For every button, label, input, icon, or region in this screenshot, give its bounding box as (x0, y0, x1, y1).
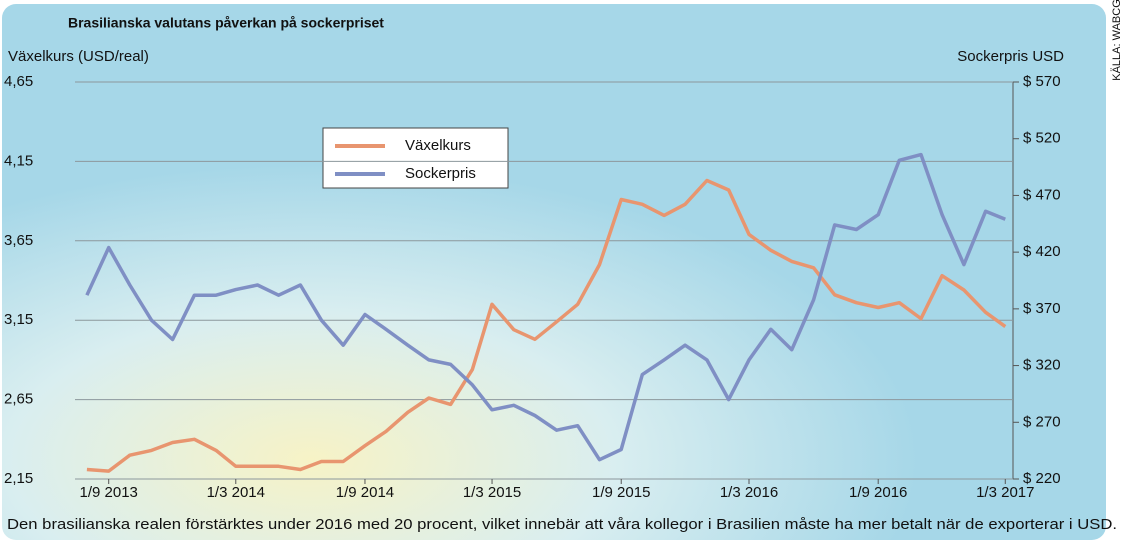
x-tick-label: 1/9 2016 (849, 484, 907, 501)
y2-tick-label: $ 520 (1023, 130, 1061, 147)
legend-label: Sockerpris (405, 165, 476, 182)
y-tick-label: 4,65 (4, 73, 33, 90)
panel (2, 4, 1106, 540)
y-tick-label: 3,65 (4, 232, 33, 249)
chart-title: Brasilianska valutans påverkan på socker… (68, 15, 384, 31)
y-tick-label: 2,65 (4, 391, 33, 408)
caption: Den brasilianska realen förstärktes unde… (7, 516, 1117, 533)
x-tick-label: 1/3 2016 (720, 484, 778, 501)
y-tick-label: 4,15 (4, 152, 33, 169)
y2-tick-label: $ 270 (1023, 413, 1061, 430)
x-tick-label: 1/9 2015 (592, 484, 650, 501)
y2-tick-label: $ 420 (1023, 243, 1061, 260)
y-tick-label: 2,15 (4, 470, 33, 487)
legend (322, 127, 509, 189)
x-tick-label: 1/9 2014 (336, 484, 394, 501)
y2-tick-label: $ 470 (1023, 186, 1061, 203)
y-axis-title: Växelkurs (USD/real) (8, 48, 149, 65)
x-tick-label: 1/3 2015 (463, 484, 521, 501)
series-line (85, 152, 1006, 462)
legend-label: Växelkurs (405, 137, 471, 154)
y2-axis-title: Sockerpris USD (957, 48, 1064, 65)
y2-tick-label: $ 320 (1023, 357, 1061, 374)
source: KÄLLA: WABCG (1111, 0, 1123, 81)
y2-tick-label: $ 220 (1023, 470, 1061, 487)
series-line (86, 178, 1007, 473)
x-tick-label: 1/3 2017 (976, 484, 1034, 501)
y2-tick-label: $ 370 (1023, 300, 1061, 317)
x-tick-label: 1/3 2014 (207, 484, 265, 501)
y-tick-label: 3,15 (4, 311, 33, 328)
x-tick-label: 1/9 2013 (80, 484, 138, 501)
y2-tick-label: $ 570 (1023, 73, 1061, 90)
